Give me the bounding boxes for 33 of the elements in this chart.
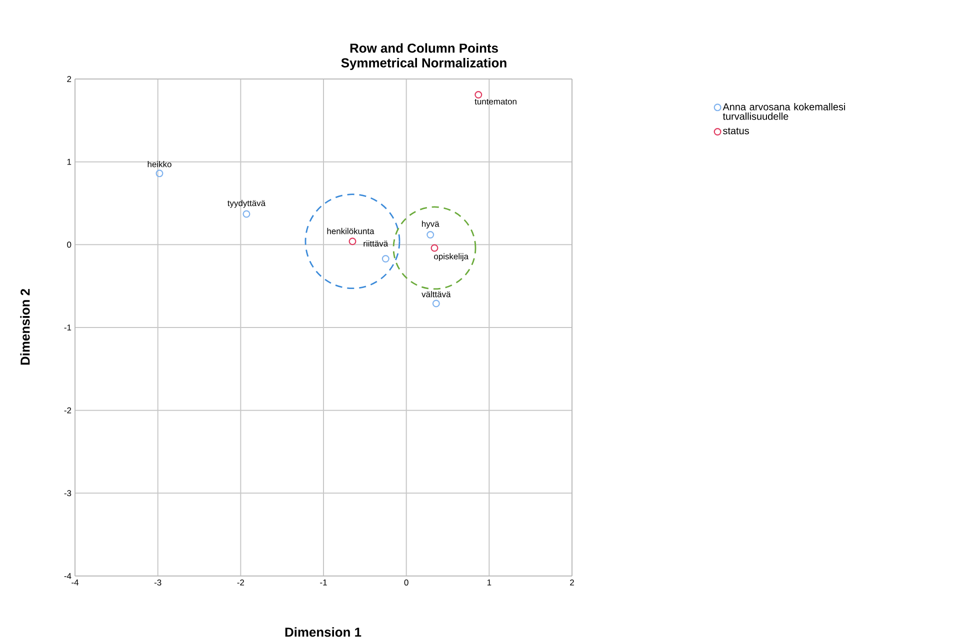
x-axis-title: Dimension 1 [285, 627, 362, 637]
annotation: tuntematon [474, 98, 516, 104]
y-tick-label: 0 [67, 242, 72, 248]
point [156, 170, 164, 178]
point [242, 210, 250, 218]
annotation: riittävä [364, 240, 388, 247]
annotation: opiskelija [434, 253, 469, 262]
chart-title: Row and Column Points [350, 43, 498, 53]
legend-label: Anna arvosana kokemallesi turvallisuudelle [722, 103, 845, 120]
point [426, 230, 434, 238]
annotation: välttävä [422, 291, 451, 298]
point [382, 254, 390, 262]
annotation: henkilökunta [327, 228, 374, 234]
y-axis-title: Dimension 2 [20, 289, 30, 365]
y-tick-label: -3 [64, 490, 72, 496]
x-tick-label: 1 [487, 580, 492, 586]
x-tick-label: -2 [237, 580, 244, 586]
annotation: hyvä [422, 220, 440, 229]
legend-label: status [723, 128, 749, 134]
x-tick-label: -1 [320, 580, 327, 586]
x-tick-label: -3 [154, 580, 162, 586]
y-tick-label: -2 [64, 407, 72, 414]
annotation: tyydyttävä [228, 200, 266, 208]
y-tick-label: -1 [64, 324, 72, 330]
y-tick-label: 1 [67, 158, 72, 165]
x-tick-label: -4 [72, 580, 79, 586]
chart-subtitle: Symmetrical Normalization [341, 58, 506, 70]
x-tick-label: 0 [404, 580, 408, 586]
annotation: heikko [148, 161, 172, 168]
point [432, 300, 440, 308]
y-tick-label: -4 [64, 573, 72, 579]
x-tick-label: 2 [570, 580, 574, 586]
y-tick-label: 2 [67, 76, 72, 82]
